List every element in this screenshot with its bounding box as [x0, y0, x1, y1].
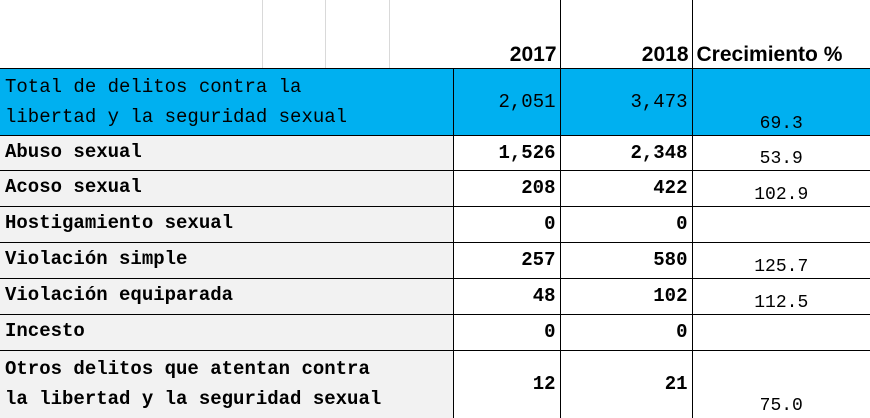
table-row: Violación simple 257 580 125.7 [0, 241, 870, 279]
row-label: Abuso sexual [0, 134, 454, 171]
row-2018: 422 [559, 169, 693, 207]
other-2018: 21 [559, 349, 693, 418]
row-label: Acoso sexual [0, 169, 454, 207]
row-label: Violación equiparada [0, 277, 454, 315]
row-growth [691, 313, 870, 351]
row-2017: 1,526 [452, 134, 561, 171]
row-growth [691, 205, 870, 243]
table-row: Incesto 0 0 [0, 313, 870, 351]
other-growth: 75.0 [691, 349, 870, 418]
header-blank-cell [0, 0, 263, 69]
other-label: Otros delitos que atentan contra la libe… [0, 349, 454, 418]
total-label: Total de delitos contra la libertad y la… [0, 67, 454, 136]
row-label: Violación simple [0, 241, 454, 279]
header-blank-cell [324, 0, 390, 69]
row-2018: 102 [559, 277, 693, 315]
total-row: Total de delitos contra la libertad y la… [0, 67, 870, 136]
total-2017: 2,051 [452, 67, 561, 136]
header-blank-cell [388, 0, 453, 69]
table-row: Abuso sexual 1,526 2,348 53.9 [0, 134, 870, 171]
header-growth: Crecimiento % [691, 0, 870, 69]
other-label-line2: la libertad y la seguridad sexual [5, 387, 382, 410]
header-blank-cell [261, 0, 326, 69]
row-growth: 112.5 [691, 277, 870, 315]
row-label: Hostigamiento sexual [0, 205, 454, 243]
other-label-line1: Otros delitos que atentan contra [5, 357, 370, 380]
row-label: Incesto [0, 313, 454, 351]
row-growth: 125.7 [691, 241, 870, 279]
row-growth: 53.9 [691, 134, 870, 171]
table-row: Hostigamiento sexual 0 0 [0, 205, 870, 243]
header-2017: 2017 [453, 0, 561, 69]
header-row: 2017 2018 Crecimiento % [0, 0, 870, 69]
table-row: Acoso sexual 208 422 102.9 [0, 169, 870, 207]
row-growth: 102.9 [691, 169, 870, 207]
total-label-line2: libertad y la seguridad sexual [5, 105, 348, 128]
table-row: Violación equiparada 48 102 112.5 [0, 277, 870, 315]
total-growth: 69.3 [691, 67, 870, 136]
row-2017: 0 [452, 205, 561, 243]
other-2017: 12 [452, 349, 561, 418]
row-2017: 208 [452, 169, 561, 207]
row-2018: 0 [559, 205, 693, 243]
row-2017: 48 [452, 277, 561, 315]
row-2018: 580 [559, 241, 693, 279]
other-row: Otros delitos que atentan contra la libe… [0, 349, 870, 418]
row-2018: 2,348 [559, 134, 693, 171]
row-2018: 0 [559, 313, 693, 351]
row-2017: 257 [452, 241, 561, 279]
total-2018: 3,473 [559, 67, 693, 136]
header-2018: 2018 [559, 0, 693, 69]
total-label-line1: Total de delitos contra la [5, 75, 302, 98]
row-2017: 0 [452, 313, 561, 351]
